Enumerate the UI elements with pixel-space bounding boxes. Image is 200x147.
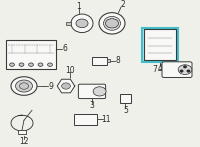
Circle shape bbox=[106, 19, 119, 28]
FancyBboxPatch shape bbox=[92, 57, 107, 65]
Text: 12: 12 bbox=[19, 137, 29, 146]
Circle shape bbox=[16, 80, 32, 92]
Circle shape bbox=[62, 83, 70, 89]
Ellipse shape bbox=[71, 14, 93, 33]
FancyBboxPatch shape bbox=[162, 62, 192, 77]
Ellipse shape bbox=[99, 13, 125, 34]
Text: 11: 11 bbox=[101, 115, 111, 124]
FancyBboxPatch shape bbox=[142, 28, 178, 62]
Text: 5: 5 bbox=[123, 106, 128, 115]
Circle shape bbox=[19, 83, 29, 89]
Text: 1: 1 bbox=[76, 2, 81, 11]
Circle shape bbox=[38, 63, 43, 66]
FancyBboxPatch shape bbox=[18, 130, 26, 135]
Circle shape bbox=[48, 63, 52, 66]
Text: 9: 9 bbox=[49, 82, 53, 91]
FancyBboxPatch shape bbox=[144, 29, 176, 60]
Text: 6: 6 bbox=[63, 45, 67, 54]
Text: 3: 3 bbox=[90, 101, 94, 110]
Circle shape bbox=[11, 77, 37, 95]
Circle shape bbox=[178, 65, 192, 75]
Circle shape bbox=[184, 66, 186, 68]
FancyBboxPatch shape bbox=[6, 40, 56, 69]
Polygon shape bbox=[57, 79, 75, 93]
Text: 8: 8 bbox=[116, 56, 120, 65]
Text: 4: 4 bbox=[158, 64, 162, 73]
Ellipse shape bbox=[104, 16, 120, 30]
Circle shape bbox=[29, 63, 33, 66]
Circle shape bbox=[76, 19, 88, 28]
Circle shape bbox=[187, 70, 190, 72]
Circle shape bbox=[93, 87, 106, 96]
Circle shape bbox=[10, 63, 14, 66]
Circle shape bbox=[180, 70, 183, 72]
FancyBboxPatch shape bbox=[66, 22, 71, 25]
FancyBboxPatch shape bbox=[78, 84, 106, 99]
FancyBboxPatch shape bbox=[107, 59, 110, 62]
Text: 2: 2 bbox=[120, 0, 125, 9]
FancyBboxPatch shape bbox=[74, 114, 97, 125]
FancyBboxPatch shape bbox=[120, 94, 131, 103]
Text: 10: 10 bbox=[65, 66, 75, 75]
Circle shape bbox=[19, 63, 24, 66]
Text: 7: 7 bbox=[153, 65, 157, 74]
